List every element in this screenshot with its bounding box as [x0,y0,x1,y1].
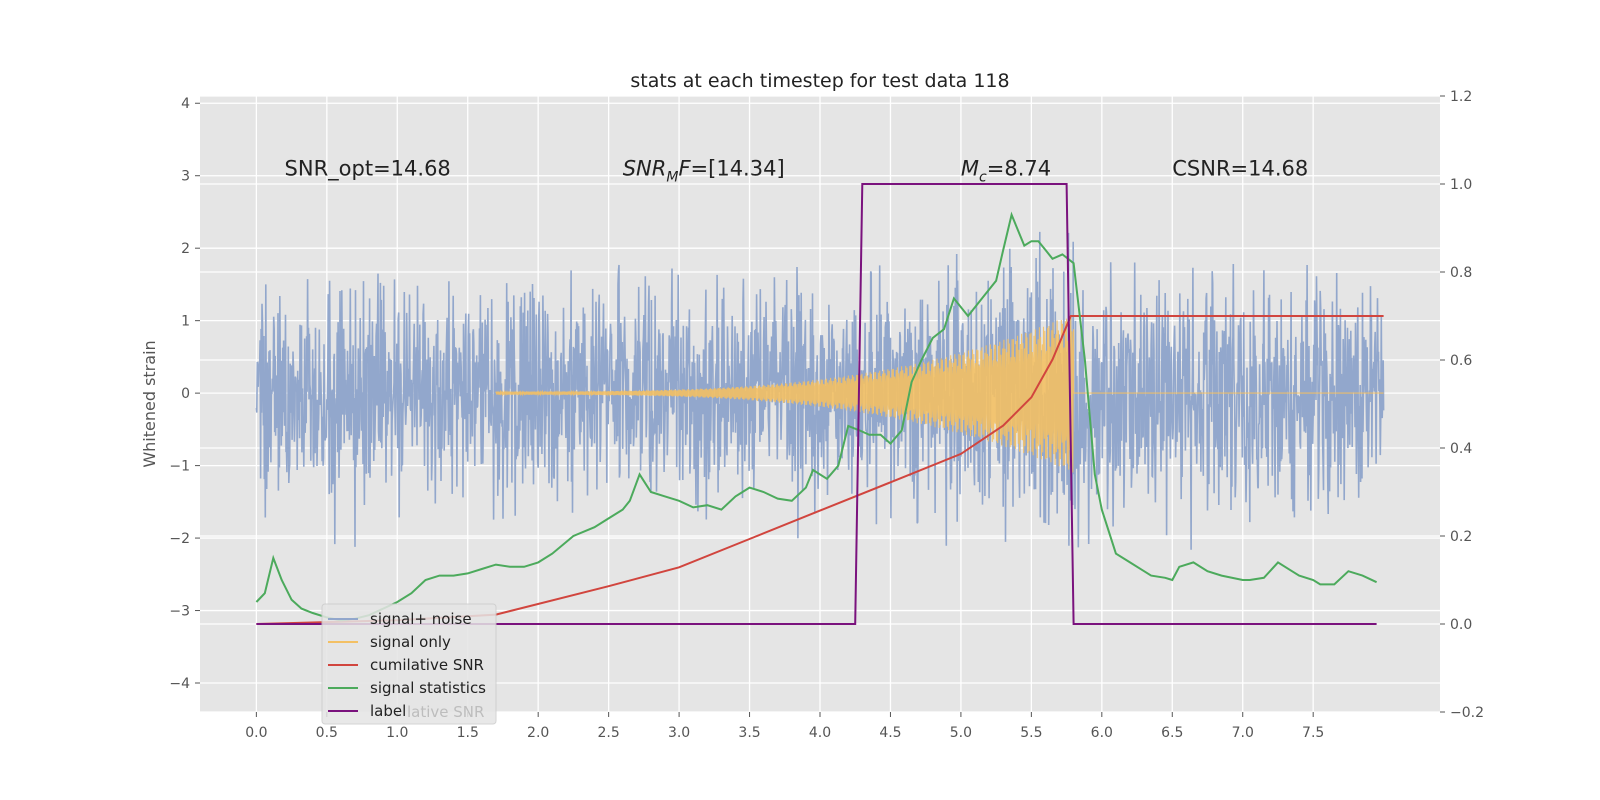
x-tick-label: 0.5 [316,725,338,741]
axis-ticks: 0.0 0.5 1.0 1.5 2.0 2.5 3.0 3.5 4.0 4.5 5.0 5.5 6.0 6… [169,89,1484,741]
chart-title: stats at each timestep for test data 118 [630,70,1009,92]
signal-only-line [495,314,1384,473]
x-tick-label: 5.5 [1020,725,1042,741]
y2-tick-label: 0.0 [1450,617,1472,633]
annotation-text: SNR_opt=14.68 [285,157,451,182]
legend-label: label [370,702,406,720]
y-tick-label: 1 [181,314,190,330]
x-tick-label: 7.0 [1232,725,1254,741]
right-axis-series [255,183,1384,625]
y-tick-label: −1 [169,459,190,475]
signal-noise-series [255,231,1385,550]
y2-tick-label: 1.2 [1450,89,1472,105]
x-tick-label: 4.0 [809,725,831,741]
y-tick-label: 0 [181,386,190,402]
x-tick-label: 2.5 [598,725,620,741]
annotations: SNR_opt=14.68 SNRMF=[14.34] Mc=8.74 CSNR=14… [285,157,1309,186]
cumilative-snr-line [256,315,1384,625]
x-tick-label: 5.0 [950,725,972,741]
y-tick-label: −2 [169,531,190,547]
x-tick-label: 0.0 [245,725,267,741]
y-tick-label: −3 [169,604,190,620]
y2-tick-label: 0.4 [1450,441,1472,457]
legend-label: signal statistics [370,679,486,697]
annotation-text: Mc=8.74 [961,157,1051,186]
legend: lative SNR signal+ noise signal only cumila… [321,603,497,725]
y2-tick-label: −0.2 [1450,705,1484,721]
annotation-text: SNRMF=[14.34] [623,157,785,186]
x-tick-label: 1.5 [457,725,479,741]
legend-label: signal only [370,633,451,651]
x-tick-label: 6.0 [1091,725,1113,741]
x-tick-label: 6.5 [1161,725,1183,741]
x-tick-label: 7.5 [1302,725,1324,741]
y-tick-label: −4 [169,676,190,692]
y2-tick-label: 0.2 [1450,529,1472,545]
signal-only-series [495,314,1384,473]
signal-noise-line [255,231,1385,550]
legend-shadow-text: lative SNR [407,703,484,721]
x-tick-label: 2.0 [527,725,549,741]
y2-tick-label: 1.0 [1450,177,1472,193]
x-tick-label: 3.5 [738,725,760,741]
signal-statistics-line [255,211,1378,622]
x-tick-label: 1.0 [386,725,408,741]
legend-label: cumilative SNR [370,656,484,674]
annotation-text: CSNR=14.68 [1172,157,1308,181]
x-tick-label: 3.0 [668,725,690,741]
legend-box [321,603,497,725]
x-tick-label: 4.5 [879,725,901,741]
label-line [256,183,1377,625]
y-tick-label: 2 [181,241,190,257]
y-tick-label: 4 [181,96,190,112]
y-tick-label: 3 [181,169,190,185]
legend-label: signal+ noise [370,610,472,628]
y-axis-label: Whitened strain [140,340,159,467]
y2-tick-label: 0.8 [1450,265,1472,281]
y2-tick-label: 0.6 [1450,353,1472,369]
